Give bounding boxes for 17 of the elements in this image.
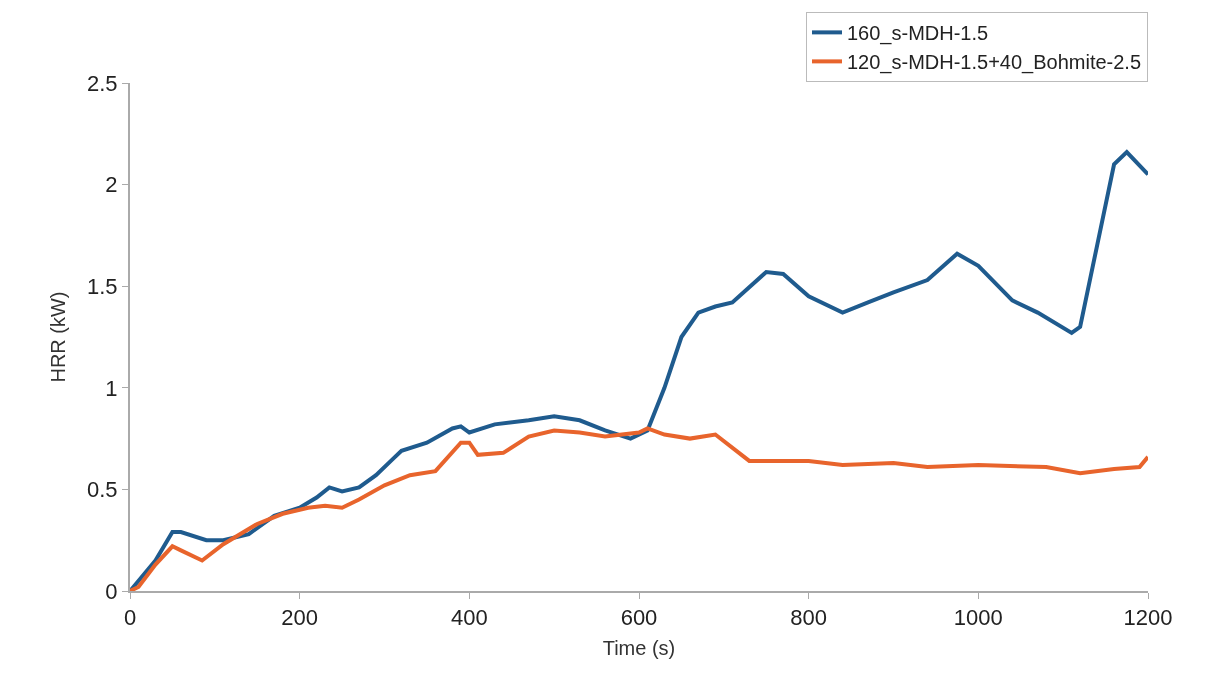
legend-label: 120_s-MDH-1.5+40_Bohmite-2.5 — [847, 51, 1142, 75]
y-tick-label: 0.5 — [87, 477, 118, 503]
x-tick-label: 200 — [281, 605, 319, 631]
x-tick-label: 600 — [620, 605, 658, 631]
x-tick-label: 1000 — [953, 605, 1003, 631]
y-tick-label: 0 — [105, 578, 118, 604]
x-axis-title: Time (s) — [602, 637, 676, 660]
y-tick-label: 1 — [105, 375, 118, 401]
y-axis-title: HRR (kW) — [47, 291, 70, 383]
legend-label: 160_s-MDH-1.5 — [847, 22, 989, 46]
x-tick-label: 0 — [123, 605, 137, 631]
x-tick-label: 400 — [450, 605, 488, 631]
y-tick-label: 1.5 — [87, 273, 118, 299]
y-tick-label: 2.5 — [87, 70, 118, 96]
y-tick-label: 2 — [105, 172, 118, 198]
x-tick-label: 1200 — [1123, 605, 1173, 631]
x-tick-label: 800 — [790, 605, 828, 631]
